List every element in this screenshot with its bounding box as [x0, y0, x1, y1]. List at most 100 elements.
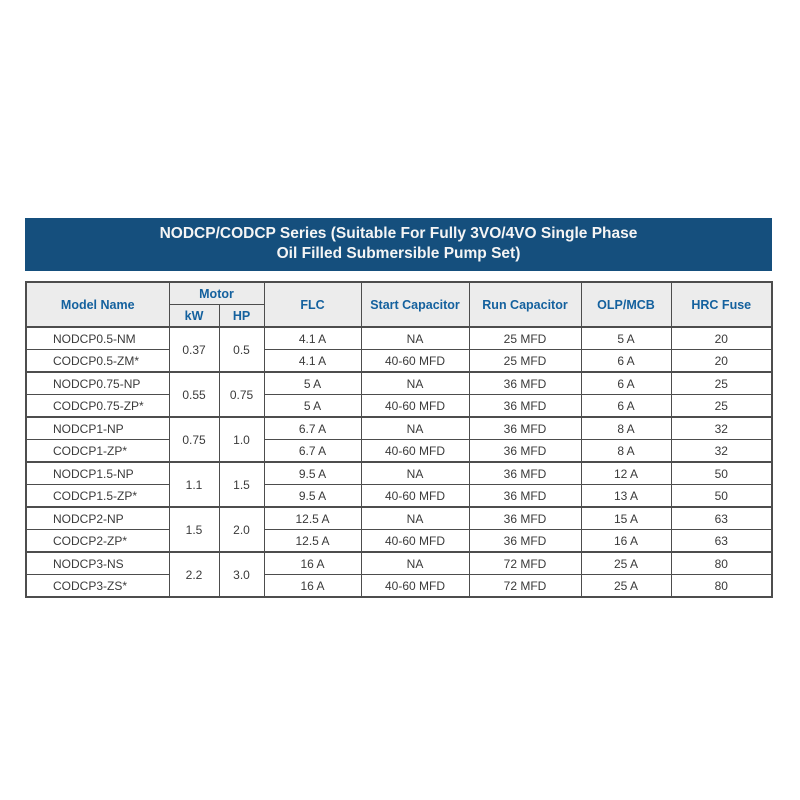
hrc-fuse-cell: 50 — [670, 484, 773, 508]
header-flc: FLC — [263, 281, 362, 328]
hp-cell: 3.0 — [218, 551, 265, 598]
model-cell: NODCP2-NP — [25, 506, 170, 530]
banner-title-line1: NODCP/CODCP Series (Suitable For Fully 3… — [159, 225, 638, 242]
olp-mcb-cell: 12 A — [580, 461, 672, 485]
run-capacitor-cell: 36 MFD — [468, 416, 582, 440]
start-capacitor-cell: NA — [360, 416, 470, 440]
model-cell: NODCP1-NP — [25, 416, 170, 440]
table-row: CODCP1.5-ZP* 9.5 A 40-60 MFD 36 MFD 13 A… — [25, 484, 773, 508]
hrc-fuse-cell: 80 — [670, 551, 773, 575]
model-cell: CODCP3-ZS* — [25, 574, 170, 598]
banner-title-line2: Oil Filled Submersible Pump Set) — [276, 245, 521, 262]
hrc-fuse-cell: 25 — [670, 371, 773, 395]
table-row: NODCP0.5-NM 0.37 0.5 4.1 A NA 25 MFD 5 A… — [25, 326, 773, 373]
hrc-fuse-cell: 32 — [670, 416, 773, 440]
model-cell: CODCP0.5-ZM* — [25, 349, 170, 373]
olp-mcb-cell: 13 A — [580, 484, 672, 508]
start-capacitor-cell: 40-60 MFD — [360, 529, 470, 553]
header-motor: Motor — [168, 281, 265, 305]
olp-mcb-cell: 5 A — [580, 326, 672, 350]
kw-cell: 1.5 — [168, 506, 220, 553]
run-capacitor-cell: 36 MFD — [468, 484, 582, 508]
hp-cell: 0.75 — [218, 371, 265, 418]
model-cell: NODCP0.75-NP — [25, 371, 170, 395]
header-start-capacitor: Start Capacitor — [360, 281, 470, 328]
flc-cell: 12.5 A — [263, 529, 362, 553]
run-capacitor-cell: 72 MFD — [468, 551, 582, 575]
olp-mcb-cell: 16 A — [580, 529, 672, 553]
header-model-name: Model Name — [25, 281, 170, 328]
model-cell: CODCP2-ZP* — [25, 529, 170, 553]
flc-cell: 5 A — [263, 371, 362, 395]
flc-cell: 16 A — [263, 551, 362, 575]
olp-mcb-cell: 6 A — [580, 349, 672, 373]
start-capacitor-cell: 40-60 MFD — [360, 394, 470, 418]
start-capacitor-cell: NA — [360, 506, 470, 530]
kw-cell: 0.55 — [168, 371, 220, 418]
table-row: NODCP1.5-NP 1.1 1.5 9.5 A NA 36 MFD 12 A… — [25, 461, 773, 508]
run-capacitor-cell: 36 MFD — [468, 394, 582, 418]
olp-mcb-cell: 25 A — [580, 551, 672, 575]
header-hp: HP — [218, 304, 265, 328]
header-row-sub: kW HP — [26, 304, 772, 328]
hp-cell: 0.5 — [218, 326, 265, 373]
hrc-fuse-cell: 80 — [670, 574, 773, 598]
kw-cell: 0.37 — [168, 326, 220, 373]
flc-cell: 4.1 A — [263, 349, 362, 373]
run-capacitor-cell: 36 MFD — [468, 371, 582, 395]
pump-spec-table: Model Name Motor FLC Start Capacitor Run… — [25, 281, 773, 598]
series-title-banner: NODCP/CODCP Series (Suitable For Fully 3… — [25, 218, 772, 271]
header-hrc-fuse: HRC Fuse — [670, 281, 773, 328]
olp-mcb-cell: 6 A — [580, 394, 672, 418]
run-capacitor-cell: 36 MFD — [468, 439, 582, 463]
flc-cell: 5 A — [263, 394, 362, 418]
olp-mcb-cell: 25 A — [580, 574, 672, 598]
flc-cell: 6.7 A — [263, 439, 362, 463]
hrc-fuse-cell: 20 — [670, 326, 773, 350]
kw-cell: 0.75 — [168, 416, 220, 463]
hrc-fuse-cell: 50 — [670, 461, 773, 485]
kw-cell: 1.1 — [168, 461, 220, 508]
table-row: CODCP1-ZP* 6.7 A 40-60 MFD 36 MFD 8 A 32 — [25, 439, 773, 463]
hp-cell: 1.5 — [218, 461, 265, 508]
table-row: NODCP0.75-NP 0.55 0.75 5 A NA 36 MFD 6 A… — [25, 371, 773, 418]
table-row: CODCP0.75-ZP* 5 A 40-60 MFD 36 MFD 6 A 2… — [25, 394, 773, 418]
hp-cell: 2.0 — [218, 506, 265, 553]
header-kw: kW — [168, 304, 220, 328]
run-capacitor-cell: 25 MFD — [468, 326, 582, 350]
start-capacitor-cell: NA — [360, 551, 470, 575]
model-cell: NODCP3-NS — [25, 551, 170, 575]
start-capacitor-cell: NA — [360, 461, 470, 485]
hrc-fuse-cell: 25 — [670, 394, 773, 418]
model-cell: NODCP1.5-NP — [25, 461, 170, 485]
flc-cell: 12.5 A — [263, 506, 362, 530]
run-capacitor-cell: 36 MFD — [468, 506, 582, 530]
start-capacitor-cell: 40-60 MFD — [360, 574, 470, 598]
run-capacitor-cell: 36 MFD — [468, 529, 582, 553]
hrc-fuse-cell: 63 — [670, 506, 773, 530]
kw-cell: 2.2 — [168, 551, 220, 598]
hrc-fuse-cell: 32 — [670, 439, 773, 463]
olp-mcb-cell: 8 A — [580, 439, 672, 463]
table-row: NODCP2-NP 1.5 2.0 12.5 A NA 36 MFD 15 A … — [25, 506, 773, 553]
olp-mcb-cell: 6 A — [580, 371, 672, 395]
start-capacitor-cell: 40-60 MFD — [360, 439, 470, 463]
run-capacitor-cell: 36 MFD — [468, 461, 582, 485]
hrc-fuse-cell: 20 — [670, 349, 773, 373]
run-capacitor-cell: 25 MFD — [468, 349, 582, 373]
model-cell: CODCP1-ZP* — [25, 439, 170, 463]
flc-cell: 16 A — [263, 574, 362, 598]
flc-cell: 9.5 A — [263, 484, 362, 508]
table-row: NODCP3-NS 2.2 3.0 16 A NA 72 MFD 25 A 80 — [25, 551, 773, 598]
header-olp-mcb: OLP/MCB — [580, 281, 672, 328]
start-capacitor-cell: NA — [360, 326, 470, 350]
table-row: CODCP3-ZS* 16 A 40-60 MFD 72 MFD 25 A 80 — [25, 574, 773, 598]
flc-cell: 4.1 A — [263, 326, 362, 350]
table-row: CODCP2-ZP* 12.5 A 40-60 MFD 36 MFD 16 A … — [25, 529, 773, 553]
olp-mcb-cell: 15 A — [580, 506, 672, 530]
hrc-fuse-cell: 63 — [670, 529, 773, 553]
run-capacitor-cell: 72 MFD — [468, 574, 582, 598]
hp-cell: 1.0 — [218, 416, 265, 463]
header-row-main: Model Name Motor FLC Start Capacitor Run… — [25, 281, 773, 328]
